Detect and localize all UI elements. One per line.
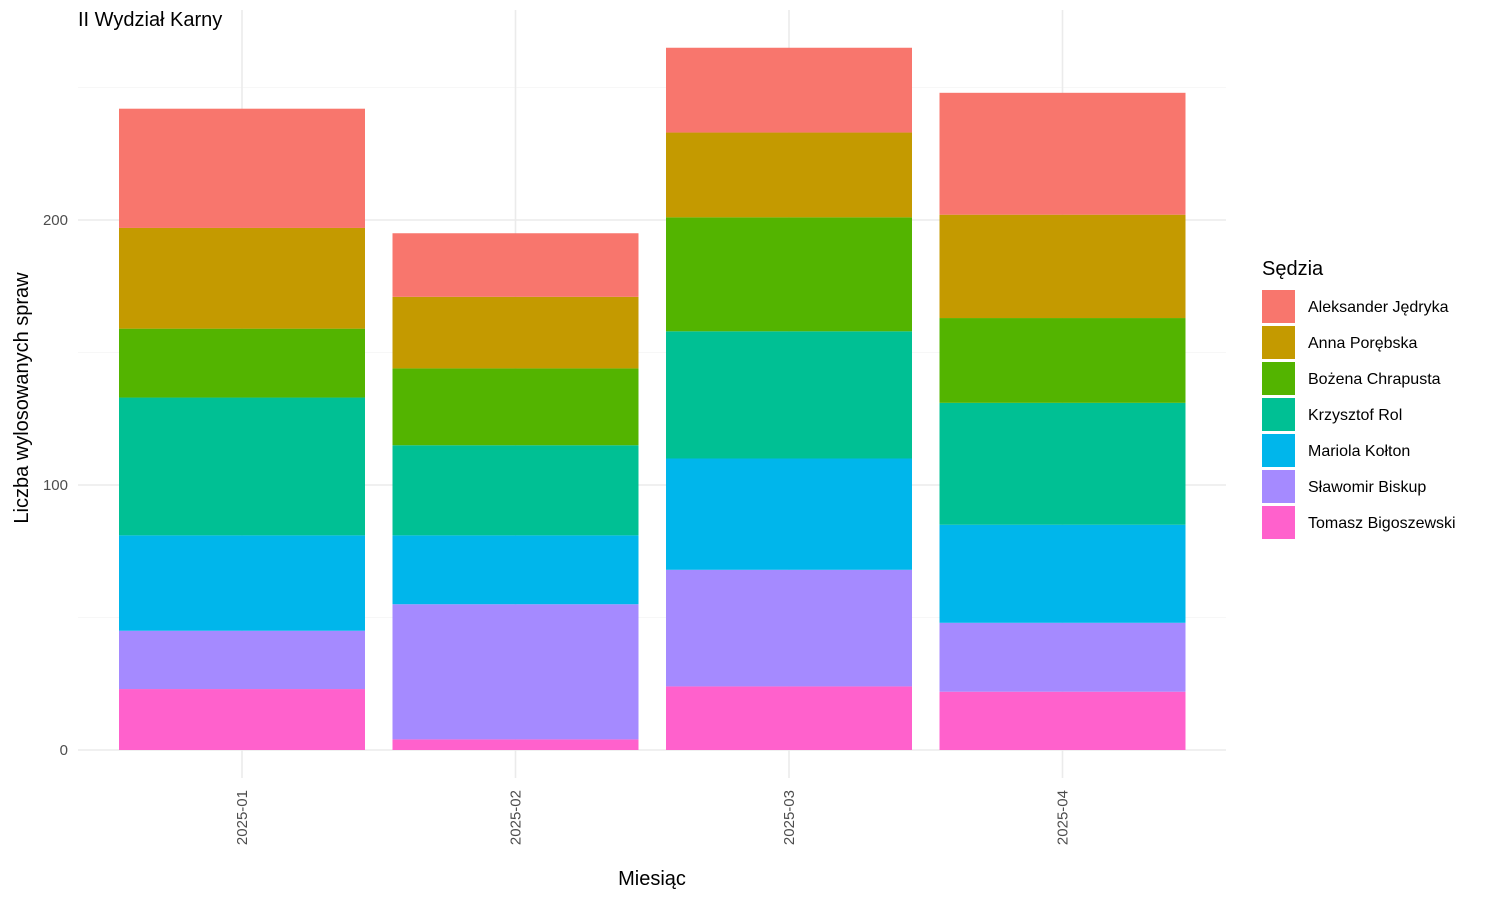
x-tick-label: 2025-04 (1055, 790, 1072, 845)
bar-segment (119, 535, 365, 631)
bar-segment (119, 630, 365, 690)
legend-key (1262, 506, 1295, 539)
bar-segment (939, 524, 1186, 623)
legend-label: Sławomir Biskup (1308, 479, 1426, 496)
x-axis-title: Miesiąc (618, 868, 686, 890)
legend-key (1262, 434, 1295, 467)
legend-item: Tomasz Bigoszewski (1262, 506, 1456, 539)
bar-segment (939, 622, 1186, 692)
legend-item: Sławomir Biskup (1262, 470, 1426, 503)
bar-segment (119, 227, 365, 329)
bar-segment (939, 691, 1186, 750)
x-tick-label: 2025-01 (234, 790, 251, 845)
bar-segment (939, 318, 1186, 403)
x-axis-ticks: 2025-01 2025-02 2025-03 2025-04 (234, 790, 1072, 845)
bar-segment (392, 739, 639, 750)
bar-segment (666, 47, 912, 133)
bar-segment (119, 108, 365, 228)
legend-key (1262, 290, 1295, 323)
legend-title: Sędzia (1262, 258, 1324, 280)
legend-item: Krzysztof Rol (1262, 398, 1402, 431)
legend-label: Krzysztof Rol (1308, 407, 1402, 424)
legend-item: Aleksander Jędryka (1262, 290, 1449, 323)
bar-segment (119, 689, 365, 750)
legend-key (1262, 362, 1295, 395)
y-axis-title: Liczba wylosowanych spraw (11, 272, 33, 524)
legend-label: Mariola Kołton (1308, 443, 1410, 460)
bar-segment (666, 331, 912, 459)
legend: Sędzia Aleksander Jędryka Anna Porębska Bo… (1262, 258, 1456, 539)
y-tick-label: 0 (60, 742, 68, 759)
x-tick-label: 2025-03 (781, 790, 798, 845)
bar-segment (939, 92, 1186, 215)
bars (119, 47, 1186, 750)
bar-segment (119, 397, 365, 536)
chart-title: II Wydział Karny (78, 9, 222, 31)
bar-segment (392, 535, 639, 605)
bar-segment (939, 402, 1186, 525)
y-tick-label: 200 (43, 212, 68, 229)
bar-segment (392, 296, 639, 369)
legend-key (1262, 326, 1295, 359)
y-tick-label: 100 (43, 477, 68, 494)
legend-item: Mariola Kołton (1262, 434, 1410, 467)
bar-segment (666, 686, 912, 750)
legend-label: Aleksander Jędryka (1308, 299, 1449, 316)
bar-segment (939, 214, 1186, 319)
legend-key (1262, 398, 1295, 431)
bar-segment (666, 458, 912, 570)
bar-segment (392, 604, 639, 740)
bar-segment (666, 132, 912, 218)
bar-segment (666, 217, 912, 332)
legend-item: Anna Porębska (1262, 326, 1418, 359)
legend-label: Bożena Chrapusta (1308, 371, 1441, 388)
legend-label: Tomasz Bigoszewski (1308, 515, 1456, 532)
bar-segment (392, 368, 639, 446)
bar-segment (119, 328, 365, 398)
x-tick-label: 2025-02 (508, 790, 525, 845)
bar-segment (392, 233, 639, 297)
bar-segment (666, 569, 912, 687)
y-axis-ticks: 0 100 200 (43, 212, 68, 759)
legend-label: Anna Porębska (1308, 335, 1418, 352)
legend-item: Bożena Chrapusta (1262, 362, 1441, 395)
legend-key (1262, 470, 1295, 503)
bar-segment (392, 445, 639, 536)
